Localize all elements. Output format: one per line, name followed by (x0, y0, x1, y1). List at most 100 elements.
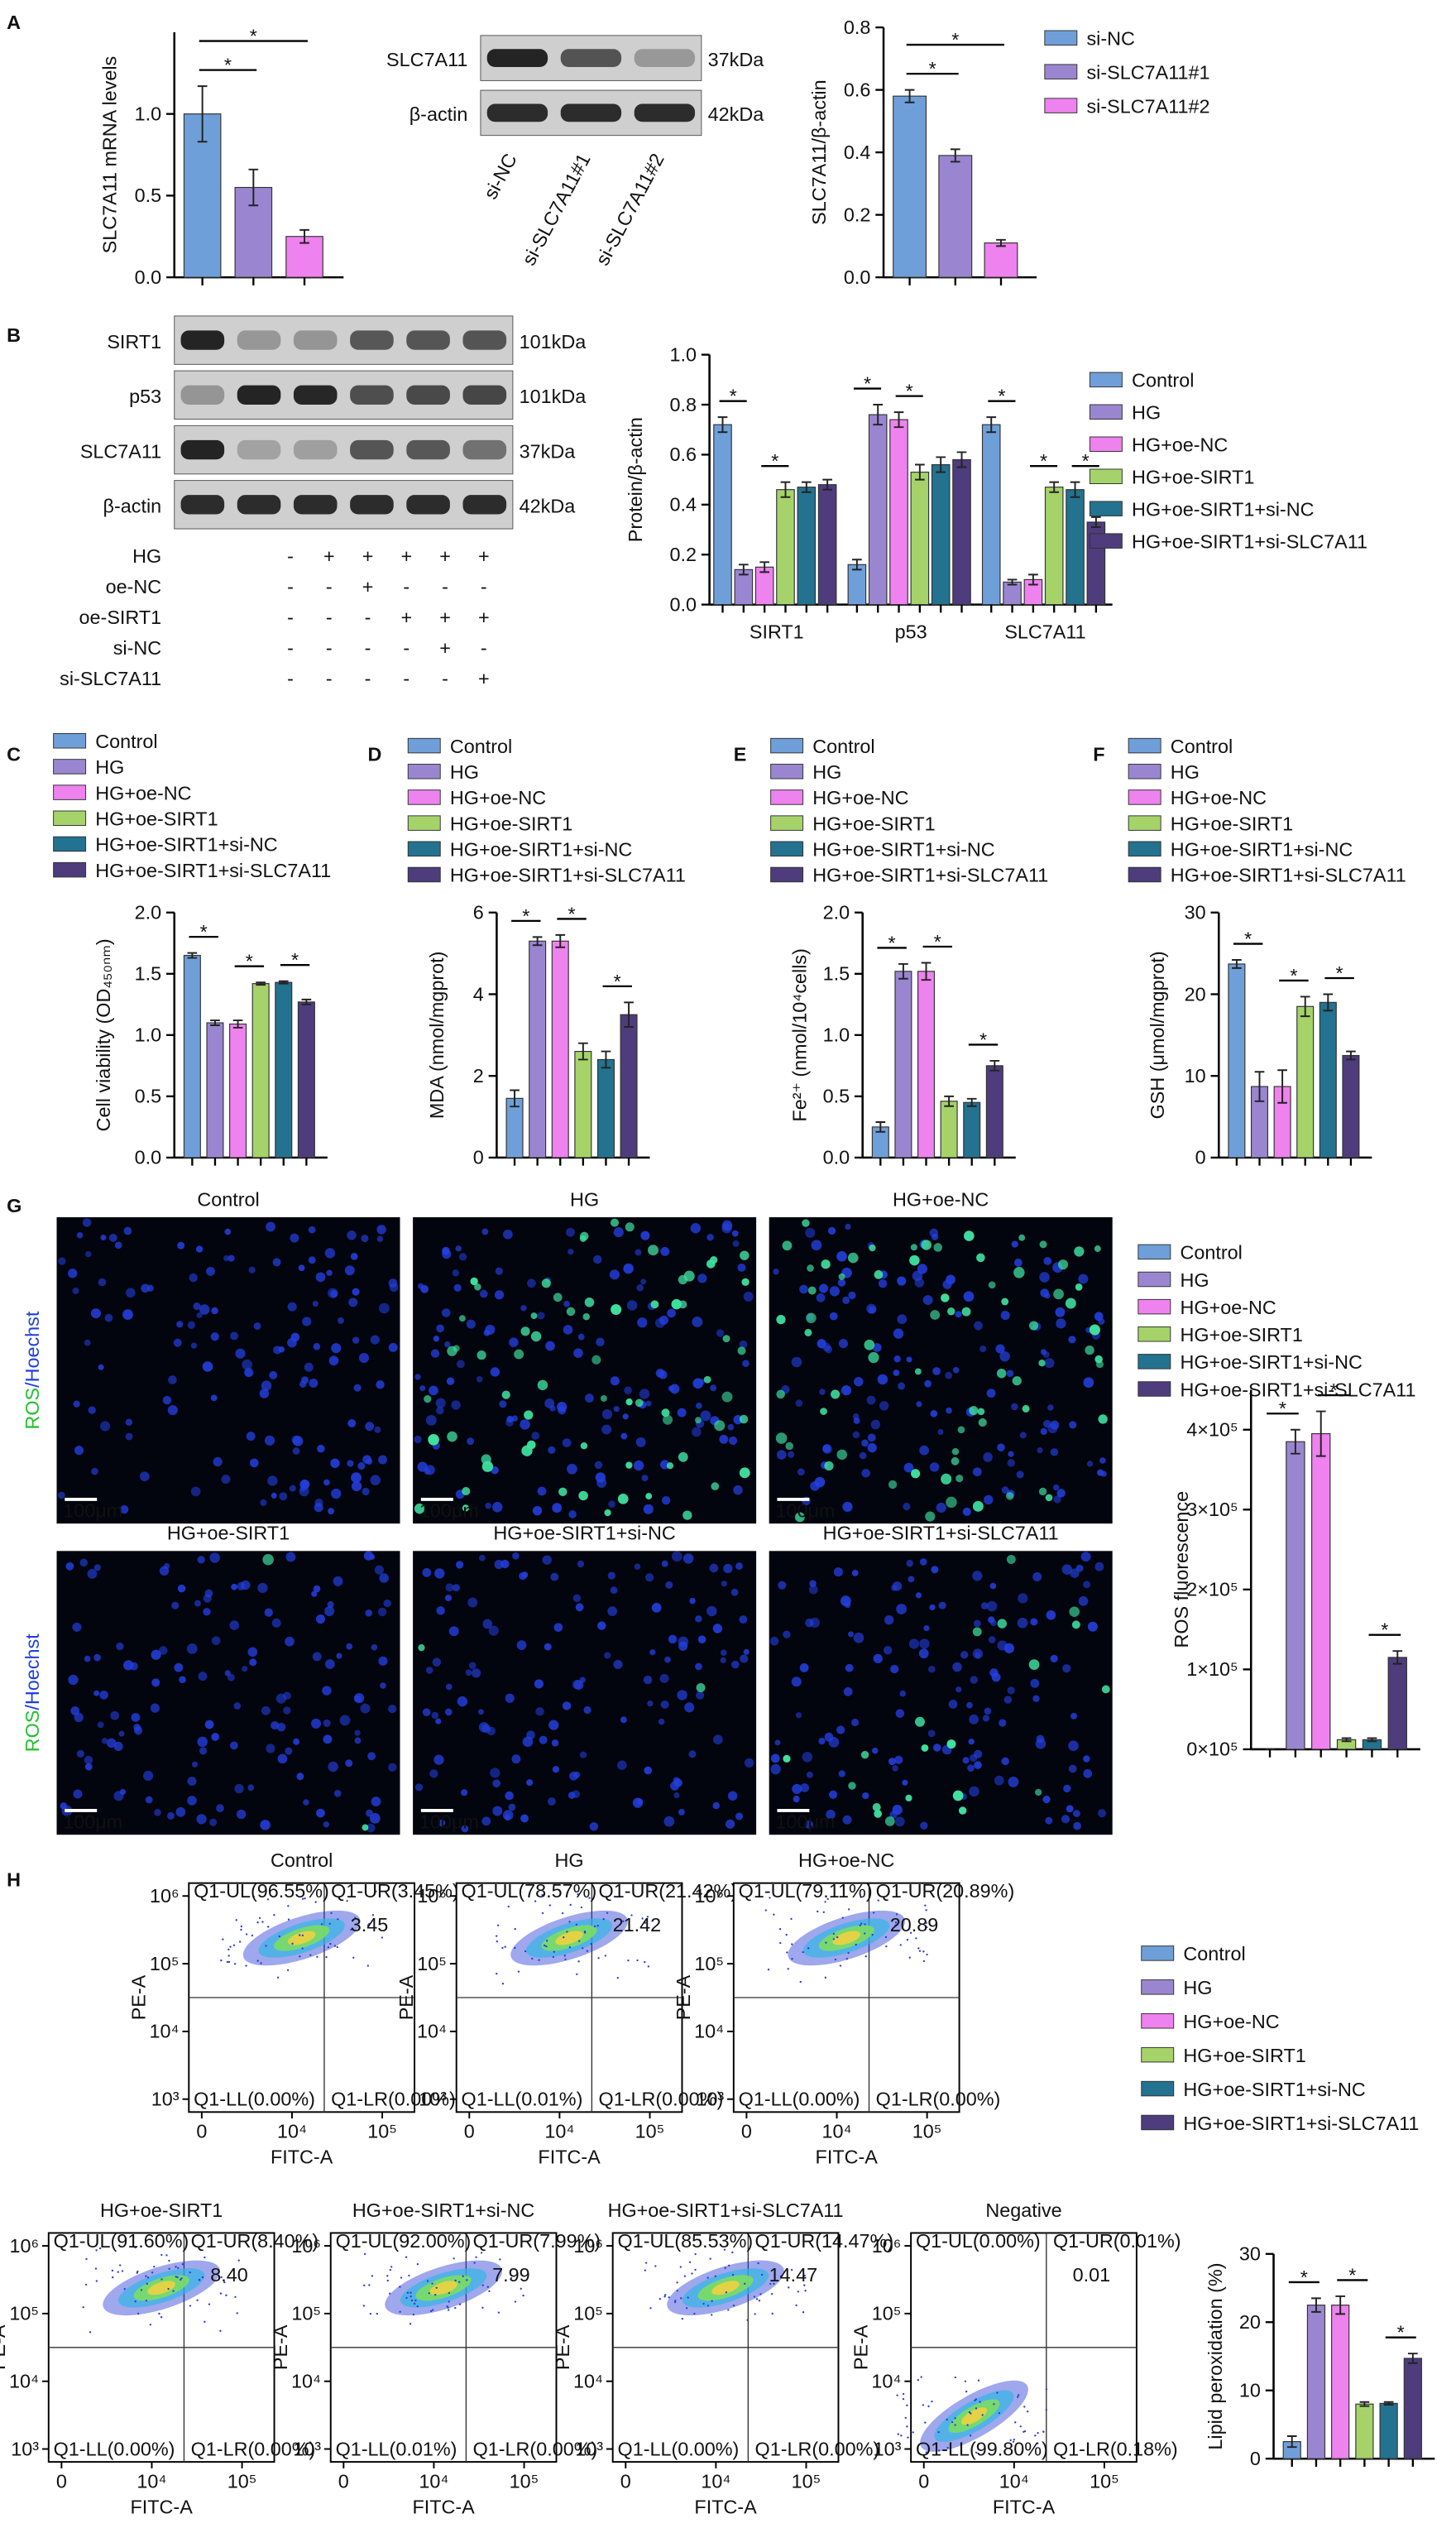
nucleus (688, 1750, 697, 1758)
significance-label: * (771, 450, 778, 472)
nucleus (371, 1796, 381, 1806)
significance-label: * (246, 951, 253, 972)
legend-label: Control (812, 736, 874, 757)
nucleus (435, 1718, 442, 1725)
flow-event (325, 1955, 328, 1959)
nucleus (247, 1647, 258, 1657)
significance-label: * (1279, 1398, 1286, 1419)
flow-event (496, 1924, 500, 1926)
flow-event (435, 2286, 438, 2289)
nucleus (659, 1673, 669, 1683)
flow-event (884, 1936, 888, 1939)
legend-swatch (1044, 98, 1078, 113)
quadrant-ul: Q1-UL(79.11%) (739, 1880, 873, 1902)
nucleus (1050, 1654, 1058, 1663)
ros-signal (860, 1750, 869, 1759)
flow-event (405, 2296, 408, 2300)
blot-strip (174, 370, 514, 420)
nucleus (893, 1328, 904, 1339)
flow-event (473, 2262, 476, 2264)
nucleus (277, 1753, 288, 1764)
flow-event (937, 2449, 941, 2452)
flow-event (369, 2312, 372, 2315)
error-bar (278, 980, 289, 985)
quadrant-ul: Q1-UL(0.00%) (916, 2230, 1041, 2252)
y-tick-label: 4×10⁵ (1186, 1419, 1238, 1441)
nucleus (223, 1254, 230, 1262)
nucleus (326, 1269, 333, 1276)
flow-event (998, 2412, 1001, 2415)
error-bar (532, 936, 543, 947)
nucleus (898, 1382, 906, 1390)
flow-event (134, 2246, 136, 2249)
flow-event (1013, 2438, 1015, 2441)
nucleus (721, 1581, 728, 1587)
nucleus (113, 1741, 123, 1751)
nucleus (379, 1302, 390, 1314)
bar (963, 1101, 981, 1158)
nucleus (809, 1617, 821, 1629)
nucleus (466, 1319, 476, 1329)
nucleus (573, 1680, 584, 1691)
flow-event (644, 1960, 646, 1964)
flow-event (160, 2278, 163, 2281)
panel-label: H (7, 1869, 21, 1891)
flow-event (366, 1924, 370, 1926)
blot-kda: 42kDa (520, 496, 576, 517)
flow-x-label: FITC-A (694, 2496, 757, 2517)
nucleus (829, 1286, 841, 1297)
flow-event (966, 2424, 969, 2426)
nucleus (471, 1668, 481, 1678)
flow-event (679, 2266, 682, 2268)
nucleus (562, 1701, 572, 1710)
flow-event (204, 2256, 206, 2259)
flow-event (149, 2324, 152, 2326)
blot-band (560, 49, 622, 68)
nucleus (1055, 1307, 1066, 1317)
nucleus (422, 1708, 431, 1717)
flow-event (711, 2314, 713, 2316)
nucleus (1099, 1457, 1106, 1464)
ros-signal (1069, 1606, 1080, 1617)
legend-label: Control (1181, 1242, 1243, 1264)
nucleus (932, 1367, 941, 1375)
legend-label: HG+oe-SIRT1+si-NC (95, 834, 277, 856)
flow-event (89, 2331, 92, 2334)
flow-event (386, 2279, 389, 2282)
flow-event (946, 2418, 948, 2421)
flow-event (499, 2258, 501, 2261)
flow-y-tick-label: 10⁶ (9, 2235, 39, 2257)
flow-event (172, 2290, 175, 2292)
flow-event (431, 2309, 434, 2311)
flow-event (767, 1968, 770, 1971)
flow-event (410, 2299, 414, 2302)
nucleus (376, 1235, 384, 1242)
nucleus (837, 1278, 846, 1287)
legend-swatch (770, 866, 804, 883)
nucleus (661, 1560, 668, 1567)
nucleus (511, 1415, 519, 1422)
nucleus (291, 1435, 300, 1445)
y-tick-label: 0.5 (135, 1086, 161, 1107)
ros-signal (611, 1304, 622, 1316)
treatment-sign: + (478, 545, 490, 567)
treatment-label: oe-SIRT1 (79, 607, 162, 628)
flow-event (545, 1940, 548, 1942)
nucleus (458, 1253, 467, 1261)
x-tick-label: SIRT1 (750, 621, 804, 643)
nucleus (601, 1424, 612, 1435)
error-bar (1232, 959, 1242, 969)
flow-event (847, 1951, 850, 1955)
flow-event (926, 1926, 928, 1929)
nucleus (1070, 1568, 1080, 1578)
error-bar (1091, 516, 1101, 528)
treatment-sign: + (362, 545, 374, 567)
nucleus (378, 1656, 388, 1666)
nucleus (457, 1696, 468, 1707)
nucleus (816, 1293, 826, 1302)
flow-event (95, 2280, 98, 2282)
nucleus (1083, 1581, 1091, 1589)
nucleus (607, 1571, 615, 1580)
nucleus (737, 1263, 746, 1272)
nucleus (199, 1747, 208, 1755)
